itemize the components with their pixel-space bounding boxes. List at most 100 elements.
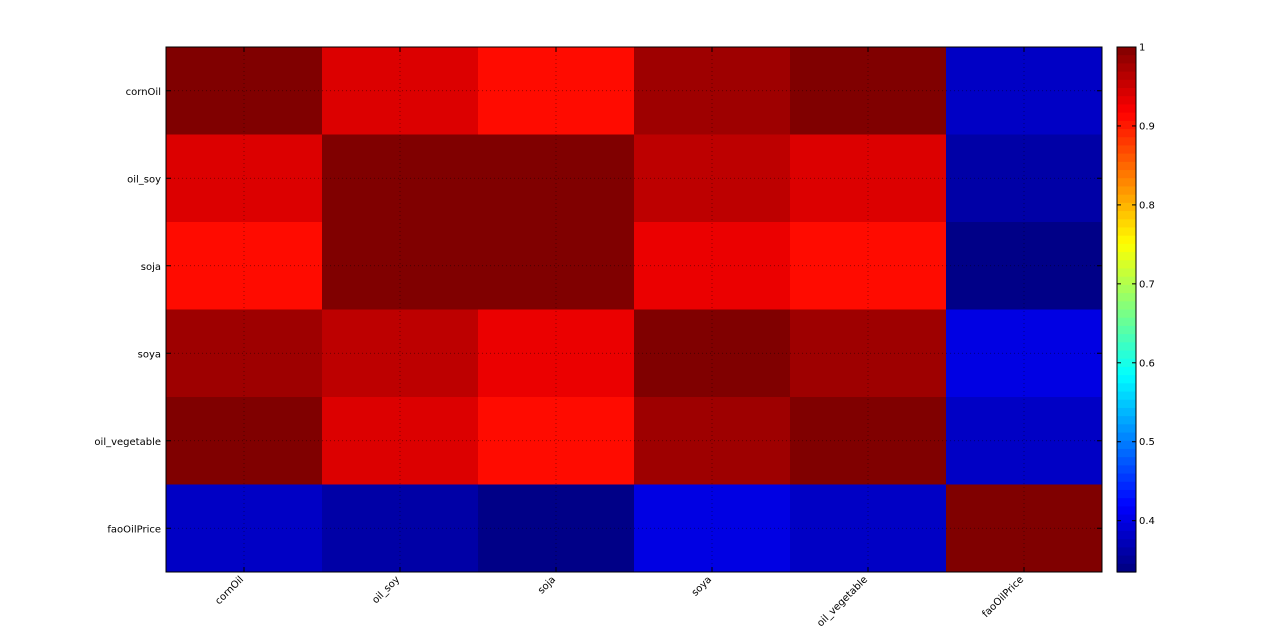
col-label-cornoil: cornOil: [213, 574, 246, 607]
colorbar-segment: [1117, 350, 1136, 360]
colorbar-segment: [1117, 96, 1136, 106]
colorbar-tick-label: 0.8: [1139, 200, 1155, 211]
colorbar-segment: [1117, 55, 1136, 65]
colorbar-segment: [1117, 530, 1136, 540]
row-label-oil-soy: oil_soy: [127, 174, 161, 185]
heatmap-gridlines: [166, 47, 1102, 572]
colorbar-segment: [1117, 342, 1136, 352]
colorbar-segment: [1117, 334, 1136, 343]
colorbar-segment: [1117, 161, 1136, 171]
row-label-faooilprice: faoOilPrice: [107, 524, 161, 535]
colorbar-segment: [1117, 88, 1136, 97]
colorbar-segment: [1117, 137, 1136, 147]
colorbar-segment: [1117, 170, 1136, 179]
heatmap-cell-soya-oil-soy: [322, 309, 479, 398]
heatmap-cell-soya-soja: [478, 309, 635, 398]
colorbar-segment: [1117, 260, 1136, 270]
colorbar-segment: [1117, 71, 1136, 81]
colorbar-segment: [1117, 457, 1136, 466]
colorbar-gradient: [1117, 47, 1136, 573]
colorbar-segment: [1117, 481, 1136, 491]
colorbar-segment: [1117, 473, 1136, 483]
colorbar-segment: [1117, 186, 1136, 196]
col-label-faooilprice: faoOilPrice: [980, 574, 1026, 620]
row-label-soja: soja: [141, 262, 161, 273]
colorbar-segment: [1117, 120, 1136, 130]
colorbar-tick-label: 0.7: [1139, 279, 1155, 290]
heatmap-cell-soya-soya: [634, 309, 791, 398]
colorbar-frame: [1116, 46, 1137, 573]
colorbar-segment: [1117, 407, 1136, 417]
colorbar-segment: [1117, 317, 1136, 327]
colorbar-segment: [1117, 104, 1136, 114]
colorbar-segment: [1117, 194, 1136, 204]
col-label-soya: soya: [690, 574, 714, 598]
row-label-oil-vegetable: oil_vegetable: [94, 437, 161, 448]
colorbar-tick-label: 0.4: [1139, 516, 1155, 527]
colorbar-segment: [1117, 227, 1136, 237]
colorbar-segment: [1117, 522, 1136, 532]
colorbar-segment: [1117, 366, 1136, 376]
col-label-soja: soja: [536, 574, 558, 596]
colorbar-segment: [1117, 145, 1136, 155]
colorbar-segment: [1117, 547, 1136, 557]
heatmap-cells: [166, 47, 1103, 573]
colorbar-segment: [1117, 202, 1136, 212]
row-label-soya: soya: [138, 349, 161, 360]
colorbar-segment: [1117, 383, 1136, 393]
colorbar-segment: [1117, 243, 1136, 253]
colorbar-segment: [1117, 178, 1136, 188]
colorbar-segment: [1117, 498, 1136, 507]
colorbar: 0.4 0.5 0.6 0.7 0.8 0.9 1: [1116, 43, 1155, 573]
colorbar-segment: [1117, 309, 1136, 319]
heatmap-cell-soya-cornoil: [166, 309, 323, 398]
heatmap-cell-soya-faooilprice: [946, 309, 1103, 398]
colorbar-segment: [1117, 112, 1136, 122]
colorbar-tick-label: 0.9: [1139, 121, 1155, 132]
col-label-oil-vegetable: oil_vegetable: [815, 574, 870, 629]
heatmap-cell-soya-oil-vegetable: [790, 309, 947, 398]
heatmap-col-labels: cornOil oil_soy soja soya oil_vegetable faoOi…: [213, 574, 1026, 629]
colorbar-segment: [1117, 129, 1136, 138]
col-label-oil-soy: oil_soy: [370, 574, 402, 606]
heatmap-axes-frame: [165, 46, 1103, 573]
heatmap-axis-ticks: [166, 47, 1102, 572]
colorbar-segment: [1117, 358, 1136, 368]
colorbar-segment: [1117, 391, 1136, 401]
row-label-cornoil: cornOil: [126, 87, 161, 98]
colorbar-segment: [1117, 555, 1136, 565]
colorbar-segment: [1117, 293, 1136, 302]
colorbar-segment: [1117, 325, 1136, 335]
colorbar-segment: [1117, 63, 1136, 73]
colorbar-segment: [1117, 563, 1136, 573]
colorbar-segment: [1117, 79, 1136, 89]
colorbar-tick-label: 1: [1139, 43, 1145, 54]
colorbar-segment: [1117, 219, 1136, 229]
colorbar-segment: [1117, 416, 1136, 425]
colorbar-segment: [1117, 235, 1136, 245]
colorbar-segment: [1117, 465, 1136, 475]
colorbar-segment: [1117, 301, 1136, 311]
colorbar-segment: [1117, 211, 1136, 220]
colorbar-segment: [1117, 375, 1136, 384]
colorbar-segment: [1117, 448, 1136, 458]
colorbar-segment: [1117, 284, 1136, 294]
colorbar-segment: [1117, 268, 1136, 278]
colorbar-tick-label: 0.6: [1139, 358, 1155, 369]
colorbar-segment: [1117, 424, 1136, 434]
colorbar-ticks: 0.4 0.5 0.6 0.7 0.8 0.9 1: [1117, 43, 1155, 527]
colorbar-segment: [1117, 153, 1136, 163]
colorbar-segment: [1117, 539, 1136, 548]
colorbar-segment: [1117, 432, 1136, 442]
colorbar-segment: [1117, 399, 1136, 409]
colorbar-segment: [1117, 514, 1136, 524]
colorbar-segment: [1117, 276, 1136, 286]
colorbar-segment: [1117, 506, 1136, 516]
colorbar-segment: [1117, 489, 1136, 499]
colorbar-segment: [1117, 252, 1136, 261]
colorbar-segment: [1117, 47, 1136, 56]
colorbar-tick-label: 0.5: [1139, 437, 1155, 448]
colorbar-segment: [1117, 440, 1136, 450]
